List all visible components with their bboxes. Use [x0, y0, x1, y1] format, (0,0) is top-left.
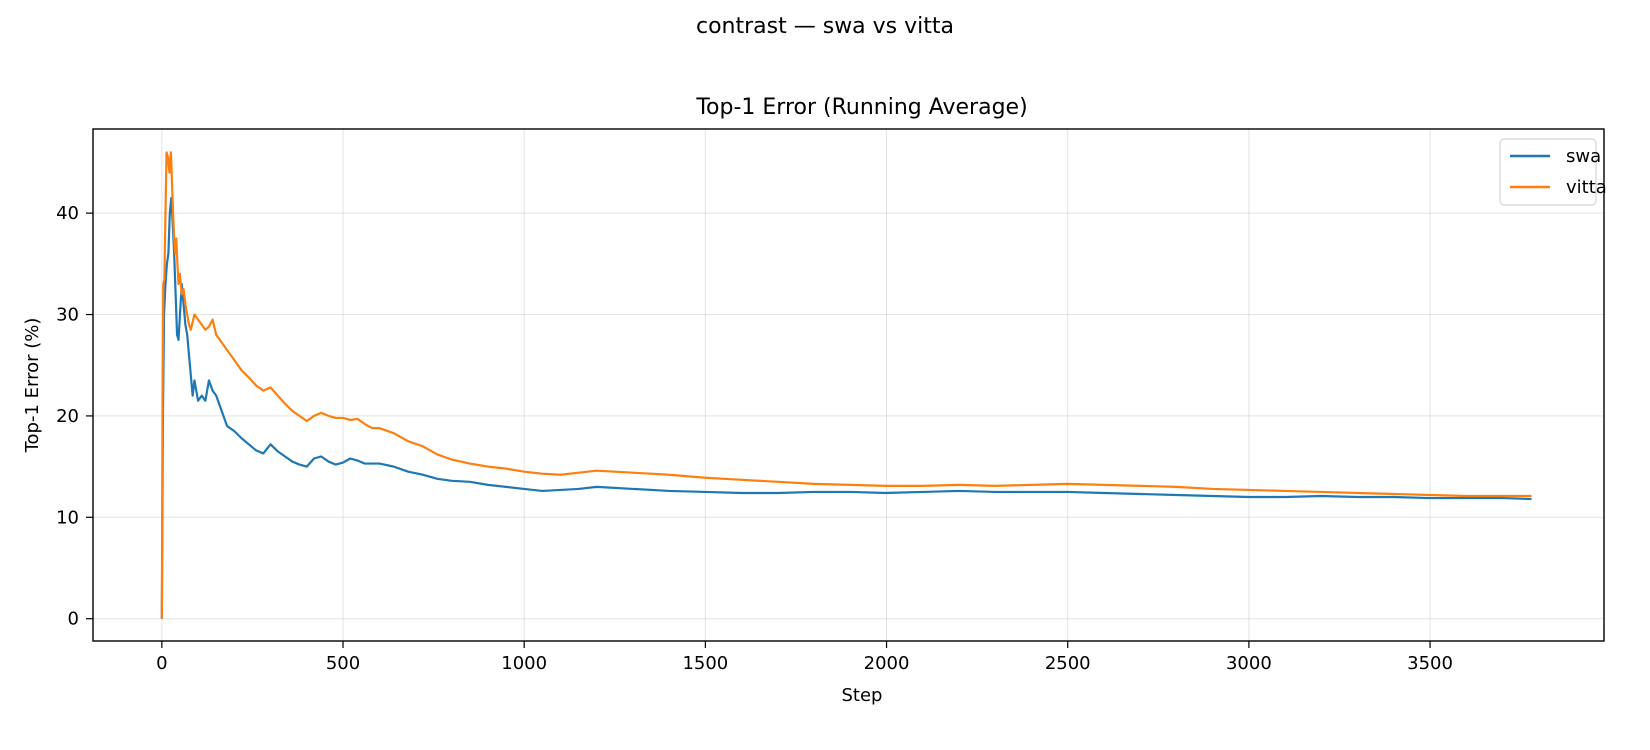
x-tick-label: 3000 — [1226, 653, 1272, 674]
y-axis-ticks: 0 10 20 30 40 — [56, 203, 93, 630]
legend: swa vitta — [1499, 138, 1607, 206]
x-tick-label: 500 — [326, 653, 360, 674]
x-tick-label: 1000 — [501, 653, 547, 674]
x-tick-label: 2500 — [1045, 653, 1091, 674]
series-layer — [160, 151, 1532, 619]
series-line-swa — [160, 196, 1532, 619]
x-tick-label: 1500 — [682, 653, 728, 674]
y-tick-label: 30 — [56, 305, 79, 326]
x-axis-label: Step — [842, 685, 883, 706]
y-tick-label: 10 — [56, 507, 79, 528]
y-axis-label: Top-1 Error (%) — [22, 318, 43, 454]
legend-label-vitta: vitta — [1566, 177, 1607, 198]
x-tick-label: 2000 — [864, 653, 910, 674]
x-axis-ticks: 0 500 1000 1500 2000 2500 3000 3500 — [156, 641, 1453, 674]
legend-label-swa: swa — [1566, 146, 1601, 167]
series-line-vitta — [160, 151, 1532, 619]
figure-suptitle: contrast — swa vs vitta — [696, 14, 954, 39]
y-tick-label: 0 — [68, 609, 79, 630]
y-tick-label: 20 — [56, 406, 79, 427]
x-tick-label: 0 — [156, 653, 167, 674]
grid-lines — [93, 129, 1604, 641]
chart-title: Top-1 Error (Running Average) — [695, 95, 1027, 120]
plot-area-frame — [92, 128, 1605, 642]
x-tick-label: 3500 — [1407, 653, 1453, 674]
y-tick-label: 40 — [56, 203, 79, 224]
